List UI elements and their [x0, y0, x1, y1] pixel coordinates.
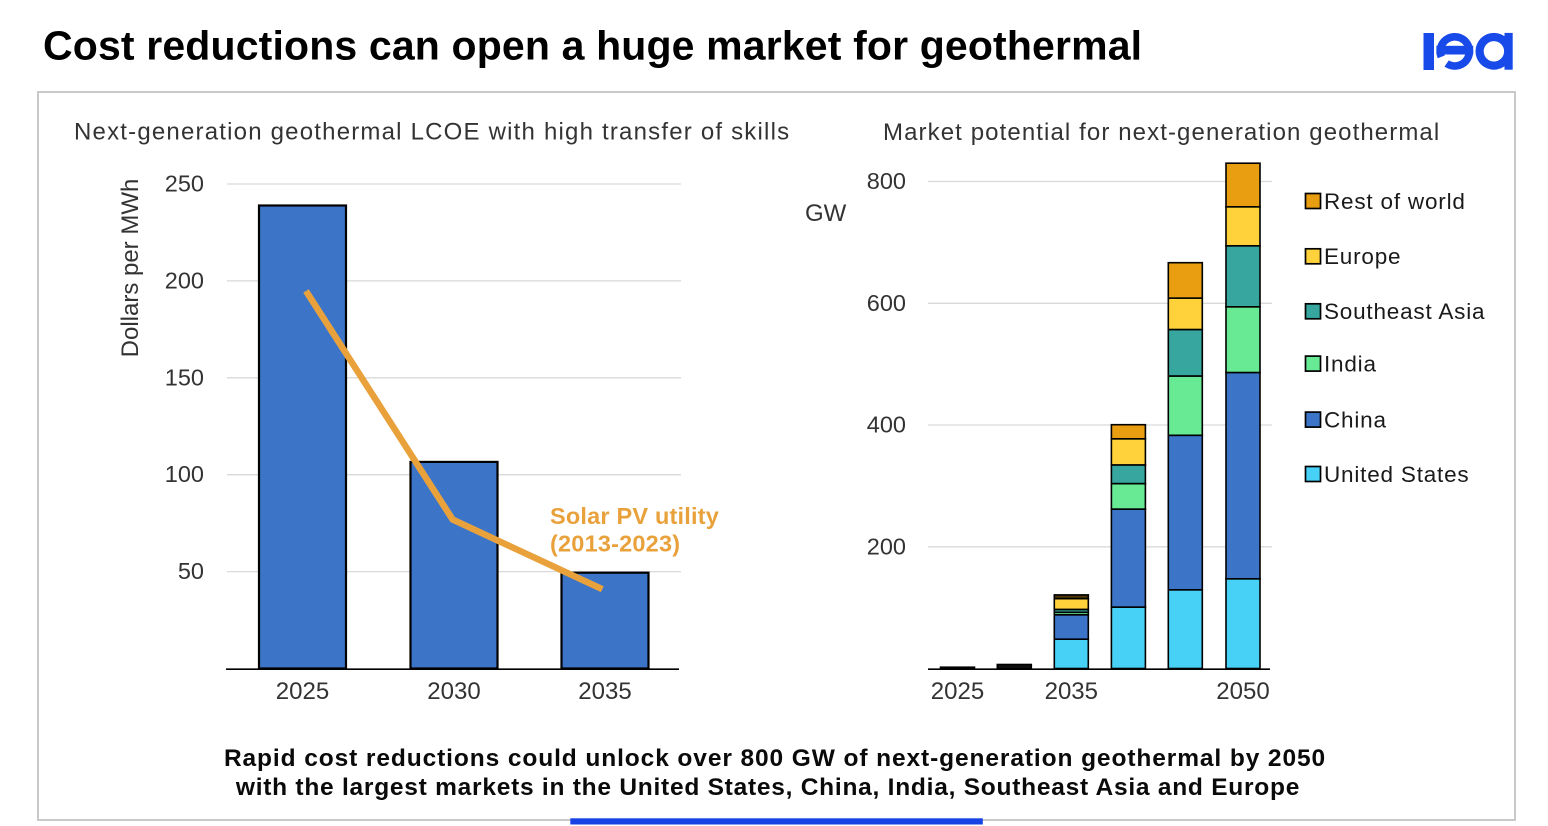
svg-text:2025: 2025: [276, 678, 329, 705]
svg-text:Solar PV utility: Solar PV utility: [550, 503, 719, 529]
svg-text:Dollars per MWh: Dollars per MWh: [117, 179, 144, 358]
svg-text:Market potential for next-gene: Market potential for next-generation geo…: [883, 119, 1440, 146]
svg-text:2025: 2025: [931, 678, 984, 705]
svg-text:Cost reductions can open a hug: Cost reductions can open a huge market f…: [43, 23, 1142, 69]
svg-text:Southeast Asia: Southeast Asia: [1324, 299, 1485, 324]
svg-text:100: 100: [165, 461, 204, 487]
svg-text:with the largest markets in th: with the largest markets in the United S…: [235, 774, 1300, 801]
svg-text:250: 250: [165, 171, 204, 197]
svg-text:2035: 2035: [578, 678, 631, 705]
svg-text:(2013-2023): (2013-2023): [550, 531, 680, 557]
svg-text:50: 50: [178, 558, 204, 584]
svg-text:China: China: [1324, 407, 1387, 432]
svg-text:GW: GW: [805, 200, 847, 227]
svg-text:800: 800: [867, 168, 906, 194]
svg-text:150: 150: [165, 364, 204, 390]
svg-text:Next-generation geothermal LCO: Next-generation geothermal LCOE with hig…: [74, 119, 790, 146]
svg-text:200: 200: [867, 533, 906, 559]
svg-text:United States: United States: [1324, 462, 1469, 487]
svg-text:Europe: Europe: [1324, 244, 1401, 269]
svg-text:Rest of world: Rest of world: [1324, 189, 1466, 214]
svg-text:2030: 2030: [427, 678, 480, 705]
svg-text:2050: 2050: [1216, 678, 1269, 705]
svg-text:2035: 2035: [1045, 678, 1098, 705]
svg-text:600: 600: [867, 290, 906, 316]
svg-text:India: India: [1324, 351, 1377, 376]
svg-text:400: 400: [867, 412, 906, 438]
svg-text:Rapid cost reductions could un: Rapid cost reductions could unlock over …: [224, 745, 1326, 772]
svg-text:200: 200: [165, 267, 204, 293]
